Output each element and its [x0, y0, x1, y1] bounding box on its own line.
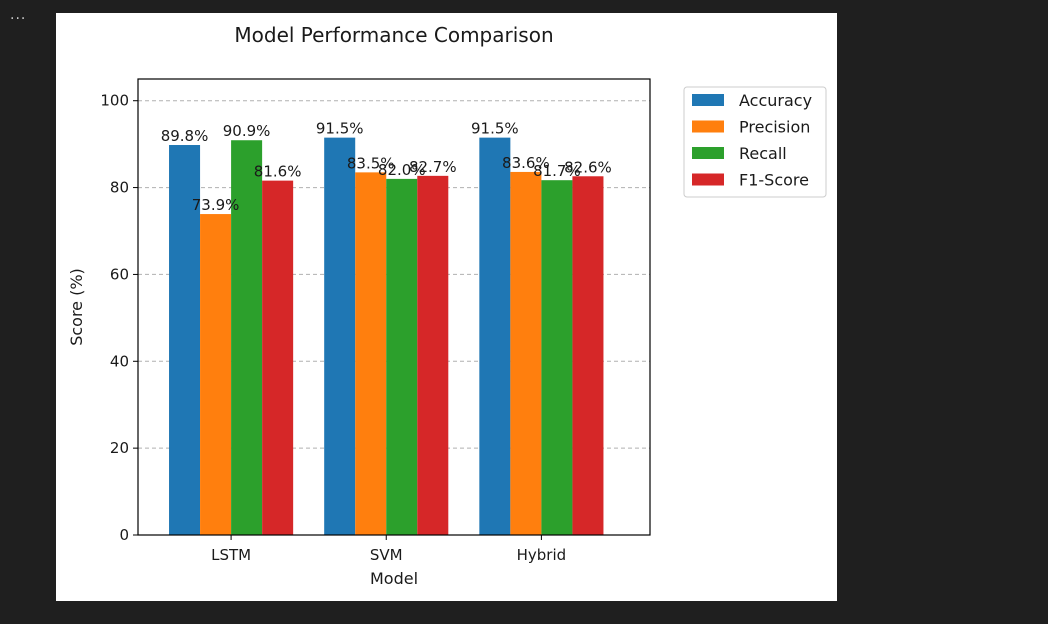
x-tick-label: LSTM	[211, 546, 251, 564]
x-tick-label: Hybrid	[517, 546, 567, 564]
bar-f1-score-lstm	[262, 180, 294, 535]
x-axis: LSTM SVM Hybrid	[211, 535, 566, 564]
bar-f1-score-svm	[417, 175, 449, 536]
bar-value-label: 82.0%	[378, 161, 426, 179]
legend-swatch	[692, 94, 724, 106]
bar-value-label: 83.6%	[502, 154, 550, 172]
legend-swatch	[692, 120, 724, 133]
y-tick-label: 40	[110, 352, 129, 370]
bar-value-label: 89.8%	[161, 127, 209, 145]
bar-value-label: 83.5%	[347, 154, 395, 172]
bar-value-label: 82.7%	[409, 158, 457, 176]
y-tick-label: 60	[110, 265, 129, 283]
plot-frame	[137, 78, 651, 536]
bar-value-label: 91.5%	[471, 120, 519, 138]
bar-value-label: 90.9%	[223, 122, 271, 140]
bar-precision-svm	[355, 172, 387, 535]
bar-recall-svm	[386, 178, 418, 535]
bar-value-label: 91.5%	[316, 120, 364, 138]
y-axis-label: Score (%)	[67, 268, 86, 346]
legend-entry: Recall	[739, 144, 787, 163]
bar-accuracy-lstm	[169, 145, 201, 536]
chart-title: Model Performance Comparison	[234, 23, 553, 47]
bar-value-label: 81.7%	[533, 162, 581, 180]
y-tick-label: 0	[119, 526, 129, 544]
legend-entry: F1-Score	[739, 171, 809, 190]
legend-swatch	[692, 147, 724, 159]
bar-precision-lstm	[200, 214, 232, 535]
bar-value-label: 73.9%	[192, 196, 240, 214]
more-options-icon[interactable]: ···	[10, 11, 27, 27]
bar-accuracy-svm	[324, 137, 356, 535]
legend-box	[683, 86, 827, 198]
bar-recall-lstm	[231, 140, 263, 535]
legend-swatch	[692, 173, 724, 186]
bar-value-label: 82.6%	[564, 158, 612, 176]
bar-accuracy-hybrid	[479, 137, 511, 535]
legend-entry: Accuracy	[739, 91, 812, 110]
legend: Accuracy Precision Recall F1-Score	[683, 86, 827, 198]
y-tick-label: 100	[100, 92, 129, 110]
bar-precision-hybrid	[510, 171, 542, 536]
x-axis-label: Model	[370, 569, 418, 588]
bars	[169, 137, 604, 536]
bar-recall-hybrid	[541, 180, 573, 535]
bar-chart: Model Performance Comparison 0 20 40 60 80 10…	[67, 23, 827, 588]
x-tick-label: SVM	[370, 546, 403, 564]
y-axis: 0 20 40 60 80 100	[100, 92, 138, 544]
y-tick-label: 80	[110, 179, 129, 197]
data-labels: 89.8% 91.5% 91.5% 73.9% 83.5% 83.6% 90.9% 82.0%…	[161, 120, 612, 214]
bar-f1-score-hybrid	[572, 176, 604, 535]
bar-value-label: 81.6%	[254, 163, 302, 181]
y-tick-label: 20	[110, 439, 129, 457]
chart-figure: Model Performance Comparison 0 20 40 60 80 10…	[56, 13, 837, 601]
legend-entry: Precision	[739, 118, 810, 137]
